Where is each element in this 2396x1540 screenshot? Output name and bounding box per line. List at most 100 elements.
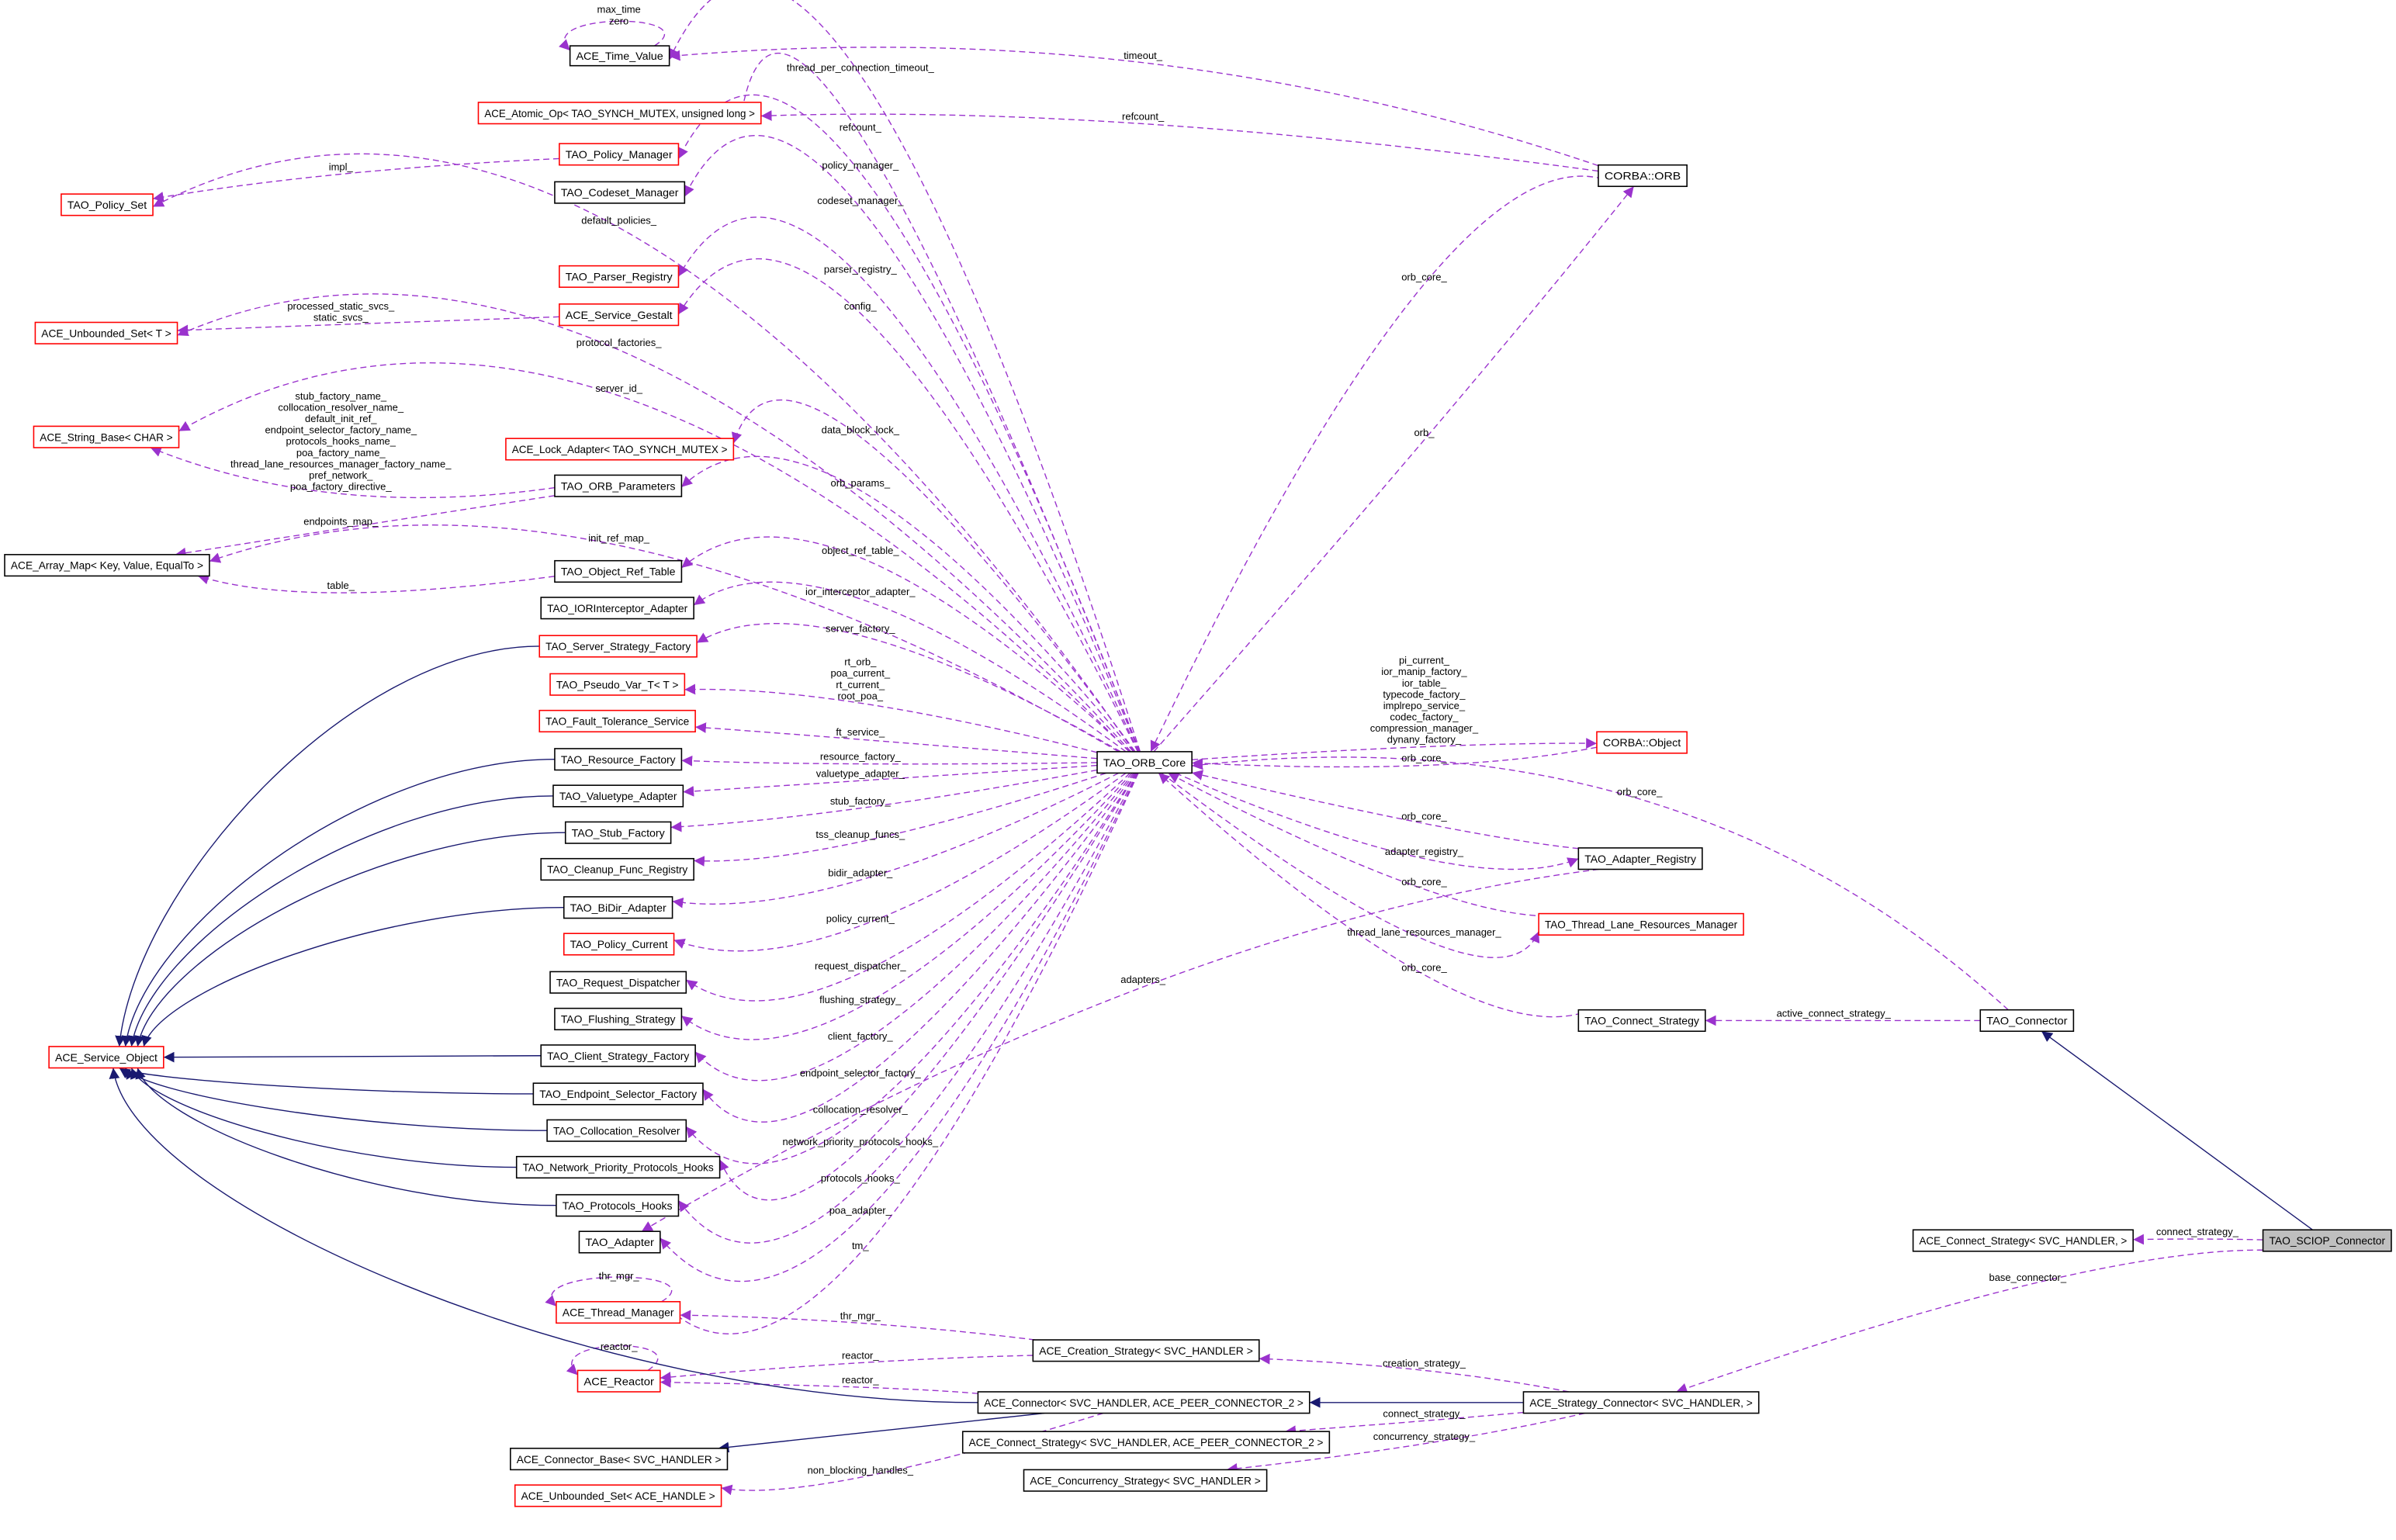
class-node[interactable]: TAO_Fault_Tolerance_Service	[538, 709, 696, 733]
class-box	[554, 559, 683, 583]
class-box	[554, 748, 683, 771]
usage-edge	[559, 20, 665, 51]
class-box	[532, 1082, 704, 1106]
edge-label: protocol_factories_	[576, 337, 662, 348]
class-box	[961, 1431, 1331, 1454]
edge-label: collocation_resolver_name_	[278, 402, 403, 414]
class-node[interactable]: TAO_Valuetype_Adapter	[552, 784, 684, 808]
class-node[interactable]: ACE_Concurrency_Strategy< SVC_HANDLER >	[1023, 1469, 1268, 1492]
class-node[interactable]: TAO_Client_Strategy_Factory	[540, 1044, 696, 1068]
class-node[interactable]: TAO_Connector	[1979, 1009, 2075, 1033]
class-node[interactable]: ACE_Service_Object	[48, 1046, 164, 1069]
class-name: TAO_Connector	[1986, 1016, 2068, 1028]
edge-label: codec_factory_	[1390, 711, 1459, 722]
class-node[interactable]: ACE_Array_Map< Key, Value, EqualTo >	[4, 554, 210, 577]
nodes-layer: ACE_Time_Value ACE_Atomic_Op< TAO_SYNCH_M…	[4, 45, 2392, 1507]
edge-label: zero	[609, 15, 628, 26]
class-node[interactable]: TAO_Protocols_Hooks	[556, 1194, 680, 1217]
class-name: ACE_Unbounded_Set< ACE_HANDLE >	[521, 1490, 715, 1503]
edge-label: refcount_	[1122, 111, 1165, 123]
class-node[interactable]: ACE_Connect_Strategy< SVC_HANDLER, ACE_P…	[961, 1431, 1331, 1454]
class-node[interactable]: ACE_Creation_Strategy< SVC_HANDLER >	[1032, 1339, 1260, 1362]
class-node[interactable]: TAO_Policy_Current	[563, 933, 675, 956]
class-name: TAO_Protocols_Hooks	[563, 1200, 673, 1213]
edge-label: network_priority_protocols_hooks_	[782, 1136, 938, 1147]
class-node[interactable]: ACE_Unbounded_Set< ACE_HANDLE >	[514, 1484, 722, 1507]
class-node[interactable]: ACE_Time_Value	[569, 45, 670, 67]
edge-label: server_factory_	[826, 622, 895, 634]
class-node[interactable]: ACE_Reactor	[576, 1369, 661, 1393]
class-node[interactable]: TAO_Endpoint_Selector_Factory	[532, 1082, 704, 1106]
edge-label: table_	[327, 580, 355, 591]
inheritance-edge	[130, 1068, 517, 1168]
class-node[interactable]: TAO_Server_Strategy_Factory	[538, 635, 698, 658]
class-name: ACE_Connector< SVC_HANDLER, ACE_PEER_CON…	[984, 1397, 1304, 1410]
class-name: TAO_Object_Ref_Table	[561, 566, 676, 579]
edge-label: policy_current_	[826, 912, 895, 924]
class-node[interactable]: ACE_Atomic_Op< TAO_SYNCH_MUTEX, unsigned…	[477, 102, 762, 125]
class-box	[563, 896, 673, 919]
class-box	[977, 1391, 1311, 1414]
edge-label: protocols_hooks_name_	[286, 435, 396, 447]
class-name: TAO_Server_Strategy_Factory	[545, 641, 691, 653]
class-node[interactable]: TAO_Request_Dispatcher	[549, 971, 687, 994]
class-node[interactable]: ACE_Thread_Manager	[556, 1301, 681, 1324]
class-node[interactable]: TAO_Network_Priority_Protocols_Hooks	[515, 1155, 721, 1179]
edge-label: ior_interceptor_adapter_	[805, 586, 916, 597]
usage-edge	[696, 623, 1121, 753]
class-node[interactable]: TAO_Adapter_Registry	[1577, 847, 1703, 870]
class-node[interactable]: ACE_Connect_Strategy< SVC_HANDLER, >	[1912, 1229, 2134, 1252]
usage-edge	[660, 1376, 978, 1394]
class-node[interactable]: TAO_Cleanup_Func_Registry	[540, 857, 694, 881]
class-node[interactable]: TAO_Parser_Registry	[559, 265, 680, 289]
edge-label: config_	[844, 300, 878, 312]
inheritance-edge	[2041, 1030, 2313, 1230]
edge-label: refcount_	[840, 121, 882, 133]
class-node[interactable]: ACE_Service_Gestalt	[559, 303, 680, 327]
edge-label: rt_current_	[836, 679, 885, 690]
class-node[interactable]: TAO_IORInterceptor_Adapter	[540, 597, 694, 620]
class-node[interactable]: TAO_Object_Ref_Table	[554, 559, 683, 583]
class-node[interactable]: TAO_Policy_Manager	[559, 143, 680, 166]
class-node[interactable]: ACE_Connector_Base< SVC_HANDLER >	[510, 1448, 729, 1471]
class-name: TAO_Valuetype_Adapter	[559, 791, 677, 803]
class-node[interactable]: TAO_Resource_Factory	[554, 748, 683, 771]
class-node[interactable]: TAO_Codeset_Manager	[554, 181, 686, 204]
class-node[interactable]: CORBA::Object	[1596, 731, 1688, 754]
edge-label: object_ref_table_	[822, 545, 899, 556]
class-box	[510, 1448, 729, 1471]
class-name: TAO_ORB_Core	[1103, 757, 1186, 770]
class-node[interactable]: TAO_Collocation_Resolver	[546, 1119, 687, 1142]
class-box	[556, 1194, 680, 1217]
edge-label: endpoint_selector_factory_name_	[265, 424, 417, 436]
class-node[interactable]: TAO_Stub_Factory	[564, 821, 672, 844]
class-box	[1522, 1391, 1760, 1414]
class-name: TAO_BiDir_Adapter	[570, 902, 667, 915]
class-node[interactable]: TAO_Flushing_Strategy	[554, 1007, 683, 1031]
class-node[interactable]: TAO_Connect_Strategy	[1577, 1009, 1706, 1033]
usage-edge	[677, 773, 1138, 1244]
class-box	[559, 303, 680, 327]
class-box	[1096, 751, 1193, 774]
edge-label: data_block_lock_	[822, 424, 900, 435]
inheritance-edge	[163, 1051, 542, 1063]
edge-label: compression_manager_	[1370, 722, 1479, 734]
class-node[interactable]: TAO_ORB_Core	[1096, 751, 1193, 774]
class-node[interactable]: TAO_BiDir_Adapter	[563, 896, 673, 919]
class-node[interactable]: TAO_Thread_Lane_Resources_Manager	[1538, 912, 1744, 936]
class-node[interactable]: CORBA::ORB	[1598, 164, 1688, 188]
class-node[interactable]: ACE_Connector< SVC_HANDLER, ACE_PEER_CON…	[977, 1391, 1311, 1414]
class-node[interactable]: TAO_ORB_Parameters	[554, 474, 683, 497]
class-node[interactable]: ACE_Unbounded_Set< T >	[34, 321, 178, 344]
class-node[interactable]: TAO_Adapter	[578, 1230, 661, 1254]
inheritance-edge	[115, 645, 540, 1047]
class-node[interactable]: ACE_Lock_Adapter< TAO_SYNCH_MUTEX >	[505, 438, 735, 461]
focus-class-node: TAO_SCIOP_Connector	[2262, 1229, 2392, 1252]
class-node[interactable]: ACE_String_Base< CHAR >	[33, 425, 180, 448]
class-node[interactable]: ACE_Strategy_Connector< SVC_HANDLER, >	[1522, 1391, 1760, 1414]
edge-label: server_id_	[595, 382, 642, 394]
class-name: TAO_Stub_Factory	[572, 827, 666, 839]
class-node[interactable]: TAO_Policy_Set	[61, 193, 154, 216]
class-node[interactable]: TAO_Pseudo_Var_T< T >	[549, 673, 686, 696]
